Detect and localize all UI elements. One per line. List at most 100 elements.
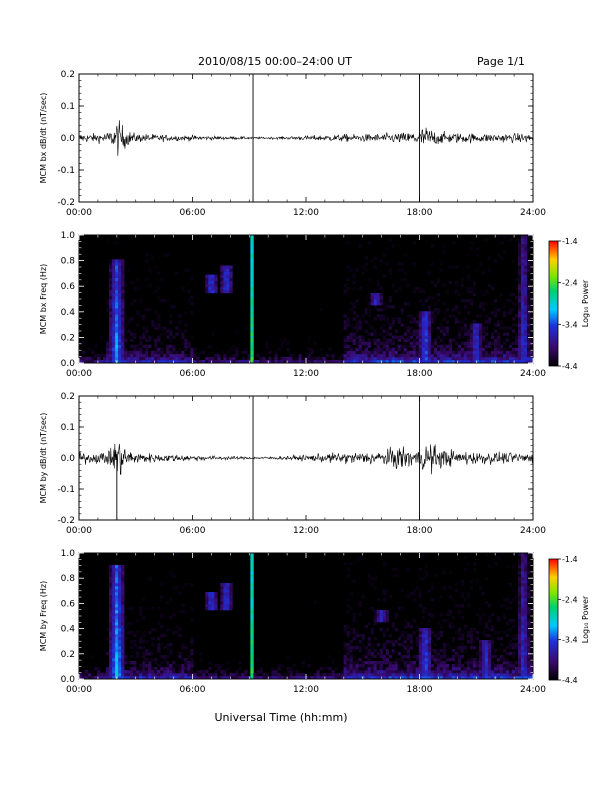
spectrogram-cell	[157, 356, 161, 361]
spectrogram-cell	[457, 637, 462, 641]
spectrogram-cell	[511, 664, 516, 668]
spectrogram-cell	[520, 565, 525, 569]
spectrogram-cell	[247, 356, 251, 361]
spectrogram-cell	[484, 658, 489, 662]
spectrogram-cell	[394, 289, 399, 294]
spectrogram-cell	[154, 347, 158, 352]
spectrogram-cell	[460, 341, 465, 346]
spectrogram-cell	[523, 265, 528, 269]
spectrogram-cell	[469, 286, 474, 291]
spectrogram-cell	[139, 664, 143, 668]
spectrogram-cell	[442, 670, 447, 674]
spectrogram-cell	[160, 356, 164, 361]
spectrogram-cell	[205, 670, 209, 674]
spectrogram-cell	[370, 299, 374, 303]
spectrogram-cell	[115, 271, 119, 275]
spectrogram-cell	[457, 311, 462, 315]
spectrogram-cell	[511, 625, 516, 629]
spectrogram-cell	[106, 350, 110, 355]
spectrogram-cell	[457, 673, 462, 677]
spectrogram-cell	[154, 326, 158, 330]
spectrogram-cell	[523, 253, 528, 257]
spectrogram-cell	[502, 311, 507, 315]
spectrogram-cell	[517, 308, 522, 312]
spectrogram-cell	[115, 311, 119, 315]
spectrogram-cell	[517, 244, 522, 248]
x-tick-label: 18:00	[407, 685, 433, 695]
spectrogram-cell	[418, 338, 423, 342]
spectrogram-cell	[412, 673, 417, 677]
spectrogram-cell	[130, 280, 134, 285]
spectrogram-cell	[406, 652, 411, 656]
spectrogram-cell	[472, 338, 477, 342]
spectrogram-cell	[220, 271, 224, 275]
spectrogram-cell	[118, 295, 122, 300]
spectrogram-cell	[184, 335, 188, 339]
spectrogram-cell	[406, 661, 411, 665]
spectrogram-cell	[520, 643, 525, 647]
spectrogram-cell	[511, 655, 516, 659]
spectrogram-cell	[469, 347, 474, 352]
spectrogram-cell	[373, 317, 377, 321]
spectrogram-cell	[121, 613, 125, 617]
spectrogram-cell	[526, 347, 531, 352]
spectrogram-cell	[526, 562, 531, 566]
spectrogram-cell	[478, 359, 483, 364]
spectrogram-cell	[469, 350, 474, 355]
spectrogram-cell	[418, 314, 423, 318]
spectrogram-cell	[472, 628, 477, 632]
spectrogram-cell	[517, 664, 522, 668]
spectrogram-cell	[421, 302, 426, 306]
spectrogram-cell	[115, 667, 119, 671]
spectrogram-cell	[382, 341, 386, 346]
spectrogram-cell	[391, 341, 395, 346]
spectrogram-cell	[409, 326, 414, 330]
spectrogram-cell	[169, 628, 173, 632]
spectrogram-cell	[370, 332, 374, 336]
spectrogram-cell	[343, 353, 347, 358]
spectrogram-cell	[481, 302, 486, 306]
spectrogram-cell	[460, 655, 465, 659]
spectrogram-cell	[448, 350, 453, 355]
spectrogram-cell	[109, 356, 113, 361]
spectrogram-cell	[352, 280, 356, 285]
spectrogram-cell	[115, 299, 119, 303]
spectrogram-cell	[346, 323, 350, 327]
spectrogram-cell	[379, 359, 383, 364]
spectrogram-cell	[490, 637, 495, 641]
spectrogram-cell	[460, 350, 465, 355]
spectrogram-cell	[523, 350, 528, 355]
spectrogram-cell	[508, 238, 513, 242]
spectrogram-cell	[112, 664, 116, 668]
spectrogram-cell	[112, 661, 116, 665]
spectrogram-cell	[517, 676, 522, 680]
spectrogram-cell	[421, 670, 426, 674]
spectrogram-cell	[373, 670, 377, 674]
spectrogram-cell	[517, 640, 522, 644]
spectrogram-cell	[343, 323, 347, 327]
spectrogram-cell	[112, 271, 116, 275]
spectrogram-cell	[415, 655, 420, 659]
spectrogram-cell	[118, 592, 122, 596]
spectrogram-cell	[274, 353, 278, 358]
spectrogram-cell	[439, 347, 444, 352]
spectrogram-cell	[430, 317, 435, 321]
spectrogram-cell	[451, 241, 456, 245]
spectrogram-cell	[250, 326, 254, 330]
spectrogram-cell	[430, 295, 435, 300]
spectrogram-cell	[145, 277, 149, 282]
spectrogram-cell	[475, 658, 480, 662]
spectrogram-cell	[115, 592, 119, 596]
spectrogram-cell	[325, 359, 329, 364]
spectrogram-cell	[472, 344, 477, 349]
spectrogram-cell	[352, 649, 356, 653]
spectrogram-cell	[163, 634, 167, 638]
spectrogram-cell	[109, 625, 113, 629]
spectrogram-cell	[250, 652, 254, 656]
spectrogram-cell	[400, 640, 405, 644]
spectrogram-cell	[520, 283, 525, 288]
spectrogram-cell	[115, 670, 119, 674]
spectrogram-cell	[109, 577, 113, 581]
spectrogram-cell	[187, 268, 191, 272]
